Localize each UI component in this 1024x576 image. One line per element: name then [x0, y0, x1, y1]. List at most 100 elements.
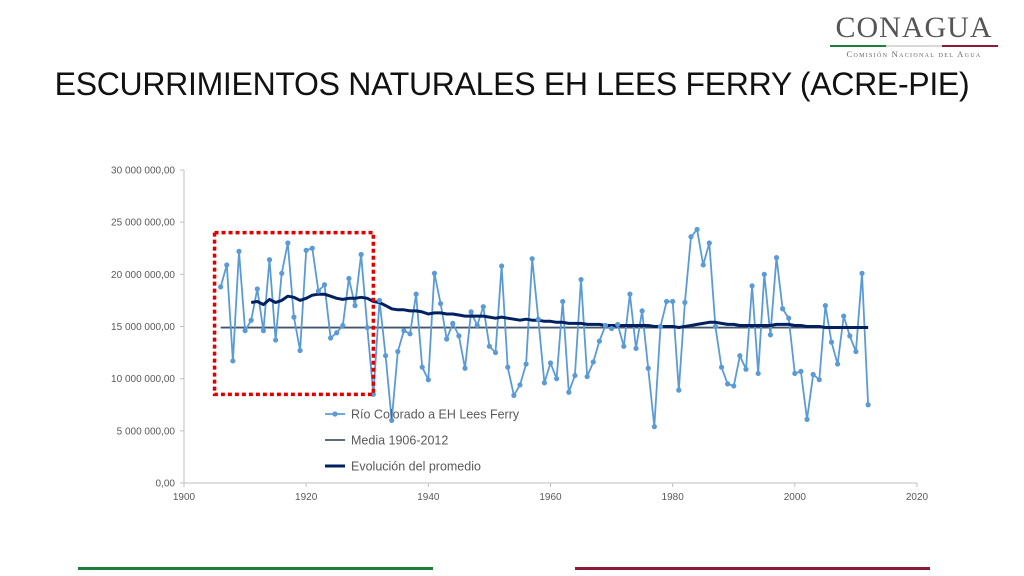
annual-flow-point	[767, 332, 774, 338]
annual-flow-point	[621, 343, 627, 349]
annual-flow-point	[248, 317, 254, 323]
legend-item-running-average-label: Evolución del promedio	[351, 460, 481, 474]
x-tick-label: 1940	[417, 492, 440, 503]
annual-flow-point	[816, 377, 822, 383]
annual-flow-point	[431, 270, 438, 276]
annual-flow-point	[425, 377, 431, 383]
y-tick-label: 20 000 000,00	[111, 270, 175, 281]
annual-flow-point	[328, 335, 334, 341]
annual-flow-point	[798, 368, 804, 374]
annual-flow-point	[608, 325, 615, 332]
x-tick-label: 2020	[906, 492, 929, 503]
annual-flow-point	[633, 345, 639, 352]
annual-flow-point	[663, 298, 670, 305]
annual-flow-point	[395, 348, 401, 355]
annual-flow-point	[847, 333, 853, 339]
x-tick-label: 1920	[295, 492, 318, 503]
conagua-logo: CONAGUA Comisión Nacional del Agua	[824, 12, 1004, 59]
annual-flow-point	[315, 288, 321, 294]
annual-flow-point	[254, 286, 260, 292]
annual-flow-point	[761, 271, 767, 277]
x-tick-label: 2000	[784, 492, 807, 503]
annual-flow-point	[773, 255, 780, 261]
annual-flow-point	[718, 364, 725, 370]
annual-flow-point	[786, 315, 792, 321]
annual-flow-point	[841, 313, 847, 319]
annual-flow-point	[590, 359, 596, 365]
annual-flow-point	[645, 365, 651, 371]
green-accent-line	[78, 567, 433, 570]
annual-flow-point	[578, 276, 584, 283]
annual-flow-point	[407, 331, 413, 337]
annual-flow-point	[749, 283, 755, 289]
annual-flow-point	[743, 366, 749, 372]
annual-flow-point	[480, 304, 486, 310]
annual-flow-point	[547, 360, 554, 366]
annual-flow-point	[437, 300, 444, 307]
annual-flow-point	[700, 262, 706, 268]
highlight-box	[212, 230, 376, 397]
annual-flow-point	[694, 226, 700, 233]
annual-flow-point	[822, 303, 828, 309]
annual-flow-point	[602, 322, 609, 329]
annual-flow-point	[309, 245, 315, 251]
x-tick-label: 1900	[173, 492, 196, 503]
y-tick-label: 15 000 000,00	[111, 322, 175, 333]
annual-flow-point	[541, 380, 547, 386]
annual-flow-point	[688, 234, 694, 240]
annual-flow-point	[780, 306, 786, 312]
logo-wordmark: CONAGUA	[835, 11, 993, 44]
x-tick-label: 1980	[662, 492, 685, 503]
annual-flow-point	[859, 270, 865, 276]
annual-flow-point	[486, 343, 493, 349]
x-tick-label: 1960	[539, 492, 562, 503]
annual-flow-point	[651, 424, 657, 430]
annual-flow-point	[346, 275, 352, 282]
y-tick-label: 5 000 000,00	[117, 426, 176, 437]
annual-flow-point	[737, 353, 743, 359]
annual-flow-point	[413, 291, 419, 297]
annual-flow-point	[505, 364, 511, 370]
annual-flow-point	[456, 333, 462, 339]
annual-flow-point	[755, 370, 761, 377]
annual-flow-point	[450, 320, 456, 326]
annual-flow-point	[584, 373, 590, 380]
annual-flow-point	[615, 321, 621, 328]
annual-flow-point	[511, 392, 517, 398]
legend-item-mean-label: Media 1906-2012	[351, 434, 448, 448]
annual-flow-point	[370, 391, 376, 397]
annual-flow-point	[670, 298, 676, 305]
annual-flow-point	[260, 328, 267, 334]
annual-flow-point	[712, 323, 719, 330]
annual-flow-point	[218, 284, 224, 290]
annual-flow-point	[364, 324, 370, 331]
annual-flow-point	[627, 291, 633, 297]
annual-flow-point	[291, 314, 297, 320]
annual-flow-point	[303, 247, 309, 253]
annual-flow-point	[682, 299, 688, 306]
annual-flow-point	[572, 372, 578, 379]
annual-flow-point	[535, 316, 541, 322]
maroon-accent-line	[575, 567, 930, 570]
chart-legend: Río Colorado a EH Lees Ferry Media 1906-2…	[325, 408, 520, 474]
annual-flow-point	[828, 339, 835, 345]
annual-flow-point	[358, 251, 364, 258]
annual-flow-point	[865, 402, 871, 408]
y-tick-label: 10 000 000,00	[111, 374, 175, 385]
annual-flow-point	[340, 322, 346, 329]
annual-flow-point	[468, 309, 474, 315]
annual-flow-point	[462, 365, 468, 371]
annual-flow-point	[376, 297, 383, 304]
annual-flow-point	[529, 256, 535, 262]
logo-color-bars	[830, 45, 998, 47]
annual-flow-point	[297, 347, 303, 354]
annual-flow-point	[321, 282, 328, 288]
annual-flow-point	[676, 387, 682, 393]
annual-flow-point	[554, 376, 560, 382]
annual-flow-point	[657, 323, 664, 330]
annual-flow-point	[517, 382, 523, 388]
annual-flow-point	[224, 262, 230, 268]
annual-flow-point	[266, 257, 273, 263]
annual-flow-point	[804, 416, 810, 422]
y-tick-label: 30 000 000,00	[111, 166, 175, 177]
